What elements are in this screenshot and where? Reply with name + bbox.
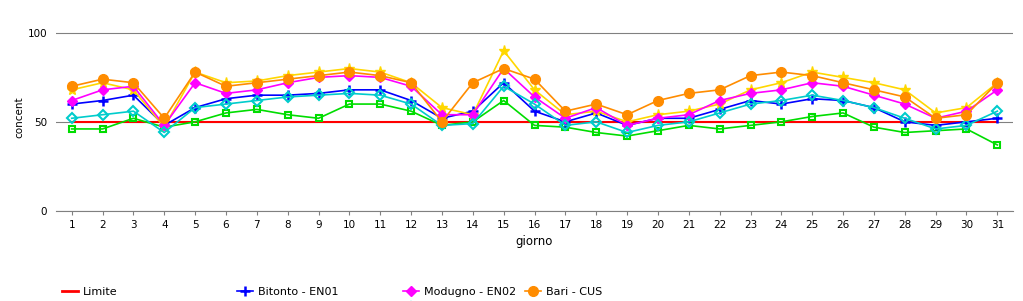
Legend: Limite, Altamura - Via Santeramo, Bitonto - EN01, Casamassima - LaPenna, Modugno: Limite, Altamura - Via Santeramo, Bitont…	[61, 287, 603, 301]
Y-axis label: concent: concent	[15, 97, 25, 138]
X-axis label: giorno: giorno	[516, 235, 553, 248]
